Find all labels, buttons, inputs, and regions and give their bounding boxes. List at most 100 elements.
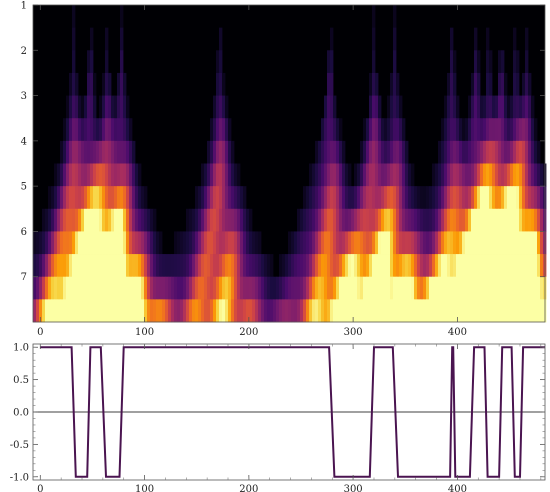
scalogram-cell xyxy=(333,276,337,300)
scalogram-cell xyxy=(321,299,325,323)
scalogram-cell xyxy=(516,254,520,278)
scalogram-cell xyxy=(111,276,115,300)
scalogram-cell xyxy=(42,299,46,323)
scalogram-cell xyxy=(507,231,511,255)
scalogram-cell xyxy=(525,163,529,187)
scalogram-cell xyxy=(381,118,385,142)
scalogram-cell xyxy=(42,254,46,278)
scalogram-cell xyxy=(492,118,496,142)
scalogram-cell xyxy=(267,254,271,278)
scalogram-cell xyxy=(135,299,139,323)
scalogram-cell xyxy=(324,186,328,210)
scalogram-cell xyxy=(117,186,121,210)
scalogram-cell xyxy=(327,140,331,164)
scalogram-cell xyxy=(474,254,478,278)
scalogram-cell xyxy=(105,231,109,255)
scalogram-cell xyxy=(78,118,82,142)
scalogram-cell xyxy=(519,186,523,210)
scalogram-cell xyxy=(516,118,520,142)
scalogram-cell xyxy=(387,254,391,278)
scalogram-cell xyxy=(393,299,397,323)
scalogram-cell xyxy=(468,163,472,187)
scalogram-cell xyxy=(318,299,322,323)
scalogram-cell xyxy=(519,118,523,142)
scalogram-cell xyxy=(66,95,70,119)
scalogram-cell xyxy=(39,299,43,323)
scalogram-cell xyxy=(456,186,460,210)
scalogram-cell xyxy=(315,163,319,187)
scalogram-cell xyxy=(510,140,514,164)
scalogram-cell xyxy=(138,299,142,323)
scalogram-cell xyxy=(69,231,73,255)
scalogram-cell xyxy=(327,95,331,119)
scalogram-cell xyxy=(399,254,403,278)
scalogram-cell xyxy=(114,163,118,187)
scalogram-cell xyxy=(531,208,535,232)
scalogram-cell xyxy=(291,254,295,278)
scalogram-cell xyxy=(90,118,94,142)
scalogram-cell xyxy=(48,254,52,278)
scalogram-cell xyxy=(387,208,391,232)
scalogram-cell xyxy=(531,254,535,278)
scalogram-cell xyxy=(381,231,385,255)
scalogram-cell xyxy=(90,231,94,255)
scalogram-cell xyxy=(240,276,244,300)
scalogram-cell xyxy=(198,231,202,255)
scalogram-cell xyxy=(330,276,334,300)
scalogram-cell xyxy=(477,186,481,210)
scalogram-cell xyxy=(291,299,295,323)
scalogram-cell xyxy=(501,276,505,300)
scalogram-cell xyxy=(237,208,241,232)
scalogram-cell xyxy=(168,299,172,323)
scalogram-cell xyxy=(459,186,463,210)
scalogram-cell xyxy=(249,208,253,232)
scalogram-cell xyxy=(258,231,262,255)
scalogram-cell xyxy=(456,208,460,232)
scalogram-cell xyxy=(462,254,466,278)
scalogram-cell xyxy=(468,186,472,210)
scalogram-cell xyxy=(129,186,133,210)
scalogram-cell xyxy=(396,118,400,142)
scalogram-cell xyxy=(462,299,466,323)
scalogram-cell xyxy=(453,50,457,74)
scalogram-cell xyxy=(474,186,478,210)
scalogram-cell xyxy=(417,254,421,278)
scalogram-cell xyxy=(291,276,295,300)
scalogram-cell xyxy=(357,276,361,300)
scalogram-cell xyxy=(483,254,487,278)
scalogram-cell xyxy=(363,254,367,278)
scalogram-cell xyxy=(450,140,454,164)
scalogram-cell xyxy=(225,118,229,142)
scalogram-cell xyxy=(537,163,541,187)
scalogram-cell xyxy=(459,254,463,278)
scalogram-cell xyxy=(450,254,454,278)
scalogram-cell xyxy=(63,276,67,300)
scalogram-cell xyxy=(420,208,424,232)
scalogram-cell xyxy=(474,72,478,96)
scalogram-cell xyxy=(153,254,157,278)
scalogram-cell xyxy=(495,231,499,255)
scalogram-cell xyxy=(129,118,133,142)
scalogram-cell xyxy=(165,276,169,300)
scalogram-cell xyxy=(288,299,292,323)
scalogram-cell xyxy=(228,254,232,278)
scalogram-cell xyxy=(219,208,223,232)
scalogram-cell xyxy=(519,299,523,323)
scalogram-cell xyxy=(372,95,376,119)
x-tick-label: 400 xyxy=(448,327,467,338)
scalogram-cell xyxy=(114,254,118,278)
scalogram-cell xyxy=(303,231,307,255)
scalogram-cell xyxy=(102,299,106,323)
scalogram-cell xyxy=(363,163,367,187)
scalogram-cell xyxy=(234,254,238,278)
scalogram-cell xyxy=(120,254,124,278)
scalogram-cell xyxy=(87,118,91,142)
scalogram-cell xyxy=(63,118,67,142)
scalogram-cell xyxy=(534,254,538,278)
scalogram-cell xyxy=(330,140,334,164)
scalogram-cell xyxy=(510,299,514,323)
scalogram-cell xyxy=(147,254,151,278)
scalogram-cell xyxy=(537,186,541,210)
scalogram-cell xyxy=(492,140,496,164)
scalogram-cell xyxy=(417,186,421,210)
